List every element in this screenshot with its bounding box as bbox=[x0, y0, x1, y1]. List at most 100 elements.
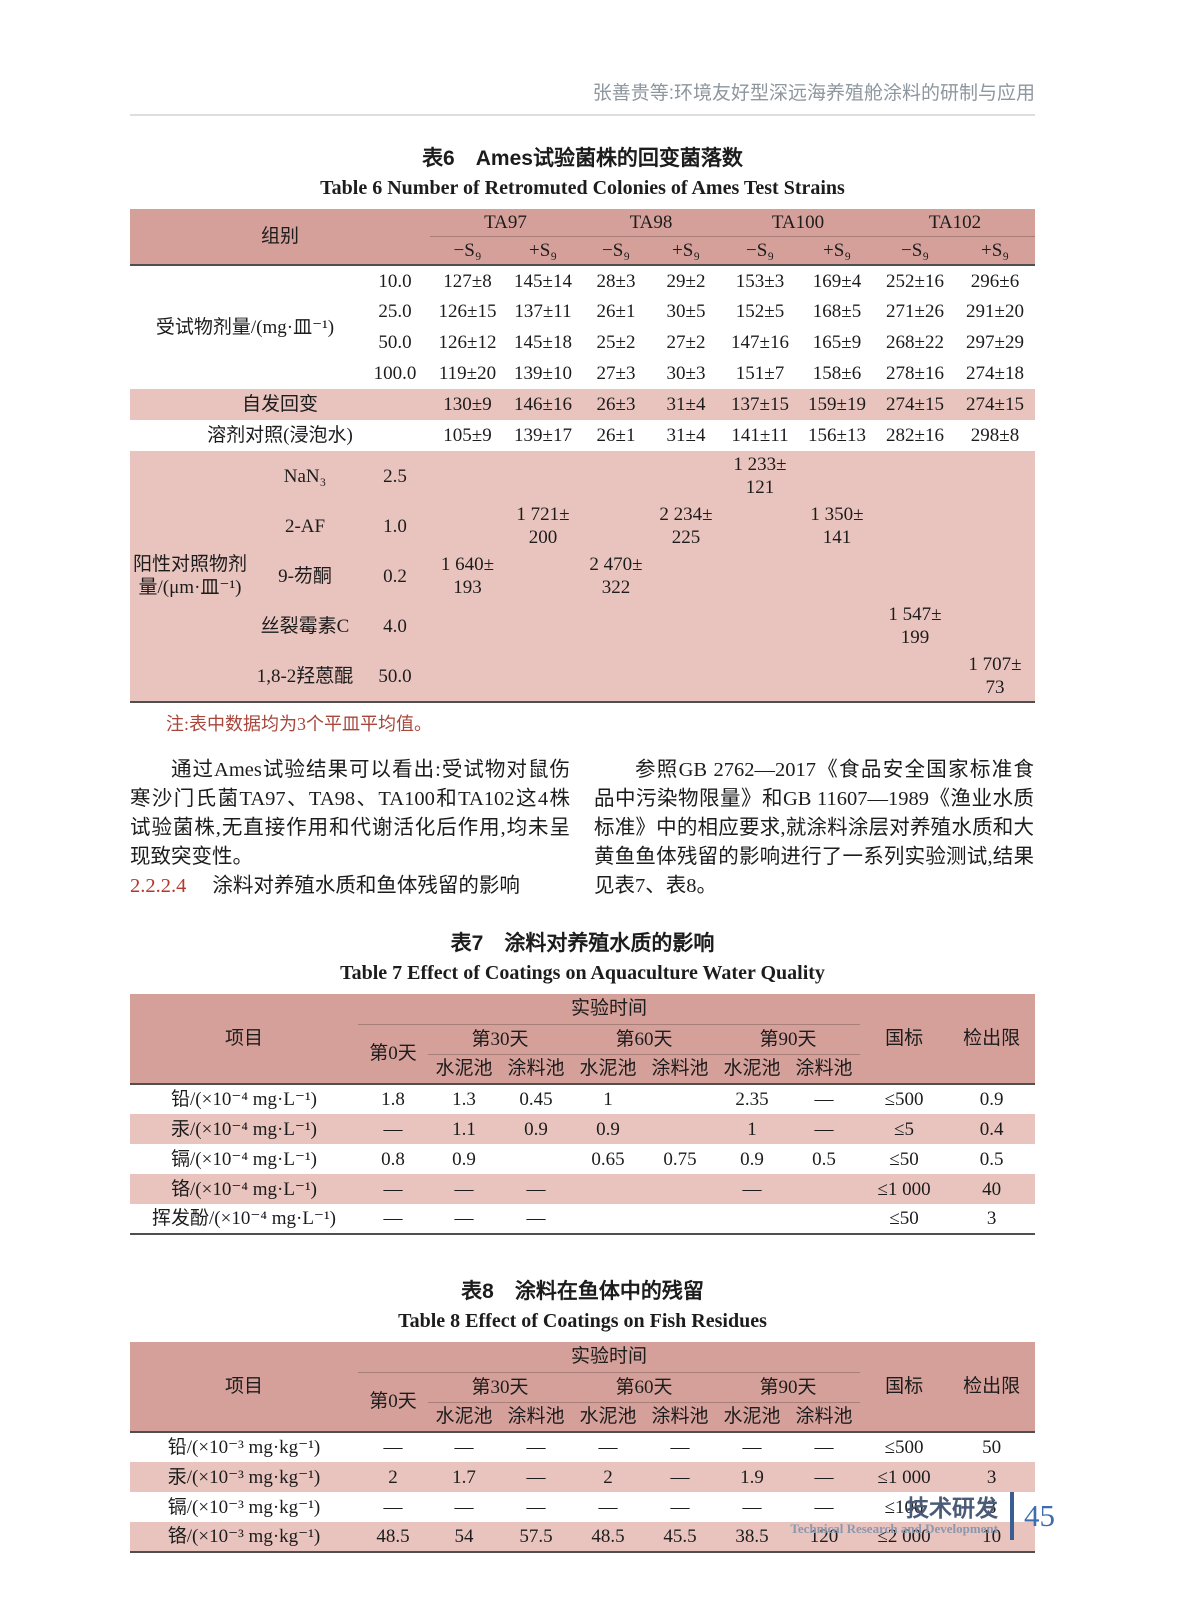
value-cell: 0.5 bbox=[812, 1148, 836, 1170]
column-header-coating-pool: 涂料池 bbox=[788, 1054, 861, 1084]
value-cell: ≤50 bbox=[889, 1148, 919, 1170]
value-cell bbox=[430, 651, 505, 702]
value-cell: 57.5 bbox=[500, 1522, 572, 1552]
value-cell bbox=[799, 551, 875, 601]
dose-value: 4.0 bbox=[360, 601, 430, 651]
value-cell bbox=[500, 1144, 572, 1174]
section-heading: 2.2.2.4 涂料对养殖水质和鱼体残留的影响 bbox=[130, 872, 570, 901]
value-cell: 165±9 bbox=[812, 332, 862, 353]
value-cell: 169±4 bbox=[812, 270, 862, 292]
value-cell: — bbox=[716, 1174, 788, 1204]
value-cell bbox=[875, 551, 955, 601]
table-row: 水泥池 涂料池 水泥池 涂料池 水泥池 涂料池 bbox=[130, 1054, 1035, 1084]
section-number: 2.2.2.4 bbox=[130, 875, 187, 897]
value-cell: 54 bbox=[428, 1522, 500, 1552]
value-cell: 3 bbox=[986, 1208, 997, 1229]
value-cell: — bbox=[526, 1208, 546, 1229]
table-row: 2-AF 1.0 1 721± 200 2 234± 225 1 350± 141 bbox=[130, 501, 1035, 551]
value-cell: 130±9 bbox=[430, 389, 505, 420]
column-header-cement-pool: 水泥池 bbox=[572, 1402, 644, 1432]
value-cell: — bbox=[358, 1114, 428, 1144]
value-cell bbox=[505, 601, 581, 651]
value-cell: 1 233± 121 bbox=[721, 451, 799, 501]
column-header-coating-pool: 涂料池 bbox=[644, 1054, 716, 1084]
value-cell: 2 470± 322 bbox=[581, 551, 651, 601]
table6-ames-results: 组别 TA97 TA98 TA100 TA102 −S₉ +S₉ −S₉ +S₉… bbox=[130, 209, 1035, 703]
table-row: 铬/(×10⁻³ mg·kg⁻¹) 48.5 54 57.5 48.5 45.5 38.5 1… bbox=[130, 1522, 1036, 1552]
value-cell: 119±20 bbox=[438, 363, 497, 384]
value-cell bbox=[721, 551, 799, 601]
value-cell bbox=[430, 501, 505, 551]
value-cell: 296±6 bbox=[970, 270, 1020, 292]
value-cell: 25±2 bbox=[596, 332, 636, 353]
value-cell: 1 640± 193 bbox=[430, 551, 505, 601]
value-cell bbox=[955, 601, 1035, 651]
column-header-minus-s9: −S₉ bbox=[430, 236, 505, 265]
value-cell: 0.4 bbox=[948, 1114, 1036, 1144]
value-cell: — bbox=[500, 1462, 572, 1492]
value-cell: — bbox=[814, 1089, 834, 1110]
value-cell: 2 bbox=[572, 1462, 644, 1492]
value-cell: 152±5 bbox=[735, 301, 785, 322]
page-number: 45 bbox=[1024, 1498, 1055, 1533]
value-cell bbox=[651, 451, 721, 501]
table-row: 铬/(×10⁻⁴ mg·L⁻¹) — — — — ≤1 000 40 bbox=[130, 1174, 1036, 1204]
value-cell: — bbox=[383, 1496, 403, 1518]
value-cell: 1 721± 200 bbox=[505, 501, 581, 551]
value-cell: 30±5 bbox=[666, 301, 706, 322]
table7-header: 项目 实验时间 国标 检出限 第0天 第30天 第60天 第90天 水泥池 涂料… bbox=[130, 994, 1036, 1084]
table-row: 9-芴酮 0.2 1 640± 193 2 470± 322 bbox=[130, 551, 1035, 601]
value-cell: 26±1 bbox=[596, 301, 636, 322]
column-header-minus-s9: −S₉ bbox=[721, 236, 799, 265]
value-cell: 252±16 bbox=[886, 270, 944, 292]
column-header-coating-pool: 涂料池 bbox=[644, 1402, 716, 1432]
table6-body: 受试物剂量/(mg·皿⁻¹) 10.0 127±8 145±14 28±3 29±2 153… bbox=[130, 265, 1035, 702]
value-cell: 3 bbox=[948, 1462, 1036, 1492]
chemical-name: 丝裂霉素C bbox=[250, 601, 360, 651]
table-row: 挥发酚/(×10⁻⁴ mg·L⁻¹) — — — ≤50 3 bbox=[130, 1204, 1035, 1234]
value-cell bbox=[955, 551, 1035, 601]
column-header-plus-s9: +S₉ bbox=[799, 236, 875, 265]
value-cell: 0.75 bbox=[663, 1148, 697, 1170]
value-cell bbox=[955, 451, 1035, 501]
value-cell: 151±7 bbox=[735, 363, 785, 384]
value-cell bbox=[572, 1174, 644, 1204]
table8-header: 项目 实验时间 国标 检出限 第0天 第30天 第60天 第90天 水泥池 涂料… bbox=[130, 1342, 1036, 1432]
running-title: 张善贵等:环境友好型深远海养殖舱涂料的研制与应用 bbox=[130, 78, 1035, 116]
value-cell: ≤1 000 bbox=[860, 1462, 949, 1492]
dose-value: 50.0 bbox=[378, 332, 412, 353]
value-cell bbox=[875, 651, 955, 702]
dose-value: 1.0 bbox=[360, 501, 430, 551]
table7-body: 铅/(×10⁻⁴ mg·L⁻¹) 1.8 1.3 0.45 1 2.35 — ≤500 0.9 汞… bbox=[130, 1084, 1036, 1234]
column-header-day0: 第0天 bbox=[358, 1024, 428, 1084]
value-cell: — bbox=[814, 1437, 834, 1458]
value-cell bbox=[581, 451, 651, 501]
column-header-coating-pool: 涂料池 bbox=[788, 1402, 861, 1432]
table6-title-cn: 表6 Ames试验菌株的回变菌落数 bbox=[422, 147, 743, 170]
value-cell: ≤2 000 bbox=[860, 1522, 949, 1552]
value-cell bbox=[505, 551, 581, 601]
value-cell: 291±20 bbox=[966, 301, 1024, 322]
value-cell bbox=[581, 601, 651, 651]
value-cell: 38.5 bbox=[716, 1522, 788, 1552]
table-row: 100.0 119±20 139±10 27±3 30±3 151±7 158±6 278±1… bbox=[130, 358, 1035, 389]
value-cell: 1.1 bbox=[428, 1114, 500, 1144]
column-header-cement-pool: 水泥池 bbox=[428, 1402, 500, 1432]
value-cell bbox=[505, 451, 581, 501]
column-header-ta98: TA98 bbox=[581, 209, 721, 237]
column-header-group: 组别 bbox=[130, 209, 430, 265]
column-header-cement-pool: 水泥池 bbox=[716, 1054, 788, 1084]
value-cell: 153±3 bbox=[735, 270, 785, 292]
value-cell: 1 350± 141 bbox=[799, 501, 875, 551]
row-label: 铅/(×10⁻³ mg·kg⁻¹) bbox=[167, 1437, 321, 1458]
value-cell bbox=[644, 1174, 716, 1204]
value-cell bbox=[955, 501, 1035, 551]
table6-note: 注:表中数据均为3个平皿平均值。 bbox=[166, 714, 432, 734]
value-cell: 145±18 bbox=[514, 332, 572, 353]
table-row: 汞/(×10⁻⁴ mg·L⁻¹) —1.1 0.9 0.9 1— ≤5 0.4 bbox=[130, 1114, 1036, 1144]
value-cell bbox=[721, 501, 799, 551]
table-row: 水泥池 涂料池 水泥池 涂料池 水泥池 涂料池 bbox=[130, 1402, 1035, 1432]
value-cell: ≤5 bbox=[860, 1114, 949, 1144]
dose-value: 10.0 bbox=[378, 270, 412, 292]
value-cell: 27±3 bbox=[596, 363, 636, 384]
